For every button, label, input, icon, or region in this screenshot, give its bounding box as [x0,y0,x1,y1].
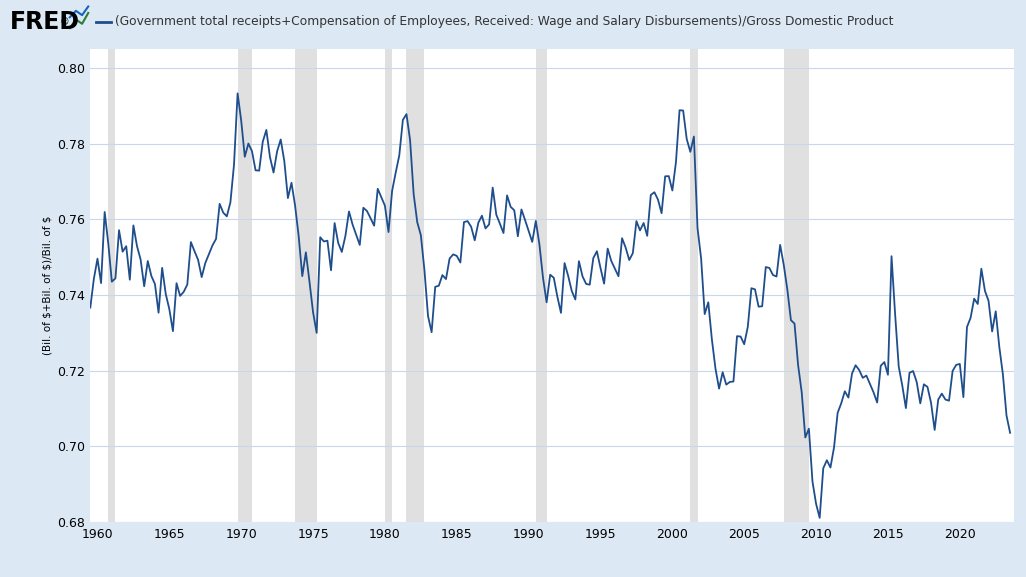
Bar [536,49,547,522]
Bar [784,49,808,522]
Text: (Government total receipts+Compensation of Employees, Received: Wage and Salary : (Government total receipts+Compensation … [115,15,894,28]
Bar [406,49,425,522]
Bar [238,49,252,522]
Bar [690,49,698,522]
Y-axis label: (Bil. of $+Bil. of $)/Bil. of $: (Bil. of $+Bil. of $)/Bil. of $ [42,216,52,355]
Text: ®: ® [60,17,70,27]
Bar [295,49,317,522]
Bar [109,49,116,522]
Text: FRED: FRED [10,10,80,33]
Bar [385,49,392,522]
